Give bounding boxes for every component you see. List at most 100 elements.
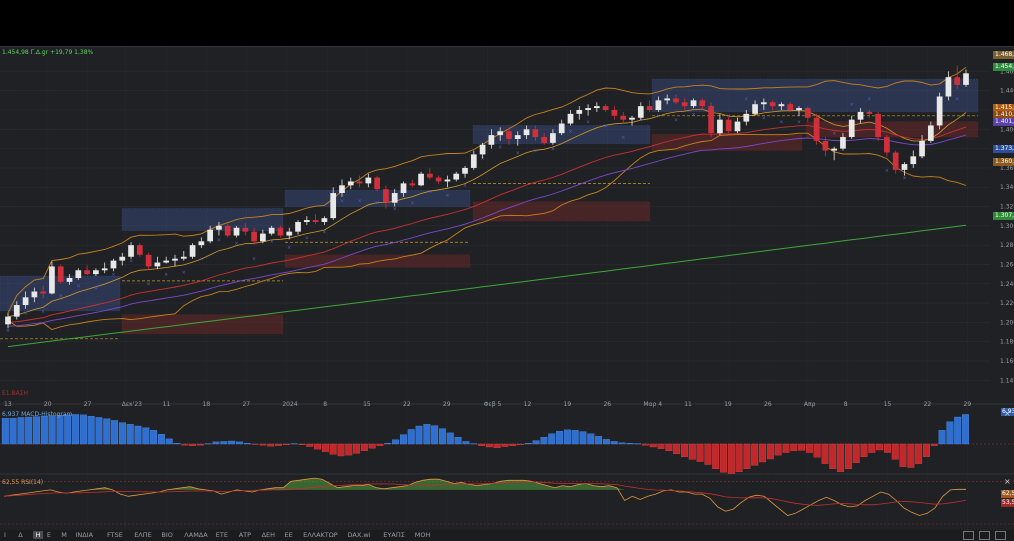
candle-body — [233, 227, 240, 236]
candle-body — [119, 256, 126, 261]
toolbar-item[interactable]: ΕΥΑΠΣ — [383, 531, 405, 539]
window-icon[interactable] — [979, 531, 990, 540]
macd-bar — [142, 427, 150, 445]
toolbar-item[interactable]: ΔΕΗ — [261, 531, 276, 539]
ma-200 — [7, 224, 967, 348]
toolbar-item[interactable]: ΕΤΕ — [215, 531, 228, 539]
layout-icon[interactable] — [963, 531, 974, 540]
toolbar-item[interactable]: Ε — [46, 531, 51, 539]
candle-body — [901, 164, 908, 170]
x-tick-label: 19 — [564, 401, 572, 408]
candle — [75, 268, 82, 280]
y-tick-label: 1.280 — [1000, 242, 1014, 249]
macd-bar — [150, 430, 158, 445]
toolbar-item[interactable]: ΕΕ — [284, 531, 293, 539]
macd-bar — [384, 442, 392, 445]
x-tick-label: 18 — [203, 401, 211, 408]
macd-bar — [681, 443, 688, 458]
toolbar-item[interactable]: ΕΛΠΕ — [134, 531, 152, 539]
candles — [5, 65, 969, 329]
toolbar-item[interactable]: DAX.wi — [347, 531, 371, 539]
macd-bar — [751, 443, 759, 466]
toolbar-item[interactable]: Η — [32, 531, 44, 539]
candle-body — [550, 133, 556, 143]
x-tick-label: 15 — [884, 401, 892, 408]
toolbar-item[interactable]: ΒΙΟ — [161, 531, 173, 539]
toolbar-item[interactable]: ΕΛΛΑΚΤΩΡ — [303, 531, 338, 539]
candle-body — [391, 193, 398, 203]
macd-bar — [563, 429, 571, 445]
candle — [831, 146, 838, 161]
macd-bar — [587, 433, 595, 445]
toolbar-item[interactable]: ΑΤΡ — [238, 531, 252, 539]
macd-panel — [0, 414, 1014, 474]
candle — [286, 227, 293, 240]
toolbar-item[interactable]: Δ — [18, 531, 23, 539]
candle — [260, 229, 266, 244]
toolbar-item[interactable]: ΛΑΜΔΑ — [184, 531, 208, 539]
price-tag-high: 1.468,2 — [993, 51, 1014, 59]
macd-value-tag: 6,937 — [1001, 408, 1014, 416]
y-tick-label: 1.160 — [1000, 358, 1014, 365]
macd-bar — [798, 443, 806, 451]
candle-body — [796, 108, 802, 110]
toolbar-item[interactable]: FTSE — [107, 531, 123, 539]
candle — [875, 111, 881, 141]
candle-body — [866, 111, 873, 114]
psar-mark: × — [147, 282, 151, 288]
macd-close-icon[interactable]: × — [1004, 409, 1011, 418]
candle — [435, 175, 442, 185]
toolbar-item[interactable]: ΙΝΔΙΑ — [75, 531, 94, 539]
macd-bar — [392, 439, 400, 445]
psar-mark: × — [516, 150, 520, 156]
candle — [189, 243, 196, 259]
fullscreen-icon[interactable] — [995, 531, 1006, 540]
candle-body — [760, 102, 767, 105]
macd-bar — [556, 430, 564, 445]
x-tick-label: Δεκ'23 — [122, 401, 142, 408]
candle — [251, 227, 257, 245]
candle — [585, 104, 591, 116]
bottom-toolbar: Ι Δ Η Ε Μ ΙΝΔΙΑ FTSE ΕΛΠΕ ΒΙΟ ΛΑΜΔΑ ΕΤΕ ΑΤΡ ΔΕΗ ΕΕ ΕΛΛ… — [0, 530, 1014, 541]
macd-bar — [407, 429, 415, 445]
candle-body — [567, 113, 574, 124]
y-tick-label: 1.460 — [1000, 68, 1014, 75]
psar-mark: × — [691, 112, 695, 118]
rsi-close-icon[interactable]: × — [1004, 477, 1011, 486]
candle — [13, 301, 20, 320]
psar-mark: × — [234, 241, 238, 247]
candle — [594, 102, 600, 112]
candle-body — [954, 77, 961, 85]
candle — [620, 111, 627, 124]
toolbar-item[interactable]: ΜΟΗ — [414, 531, 431, 539]
candle — [690, 98, 697, 109]
candle — [840, 133, 846, 151]
x-tick-label: 2024 — [282, 401, 297, 408]
psar-mark: × — [111, 272, 115, 278]
candle-body — [462, 167, 468, 174]
macd-bar — [548, 433, 556, 445]
candle-body — [93, 270, 99, 275]
candle-body — [251, 231, 257, 242]
psar-mark: × — [955, 96, 959, 102]
price-tag-purple: 1.401,7 — [993, 118, 1014, 126]
candle — [488, 129, 495, 149]
toolbar-item[interactable]: Μ — [61, 531, 67, 539]
demand-zone — [472, 201, 651, 222]
macd-bar — [423, 424, 431, 445]
candle-body — [664, 98, 671, 101]
candle-body — [224, 225, 231, 236]
macd-bar — [337, 443, 345, 457]
candle-body — [620, 115, 627, 120]
candle — [136, 243, 143, 257]
psar-mark: × — [885, 168, 889, 174]
candle-body — [787, 104, 794, 110]
candle — [22, 291, 29, 309]
macd-bar — [641, 443, 649, 446]
macd-bar — [243, 442, 251, 445]
candle — [409, 179, 416, 188]
chart-canvas[interactable]: × × × × × × × × × × × × × × × × × × × × × × × × × × × × × × × × × × × × × × × ×… — [0, 46, 1014, 530]
candle-body — [752, 104, 758, 114]
macd-bar — [33, 416, 40, 445]
toolbar-item[interactable]: Ι — [4, 531, 6, 539]
